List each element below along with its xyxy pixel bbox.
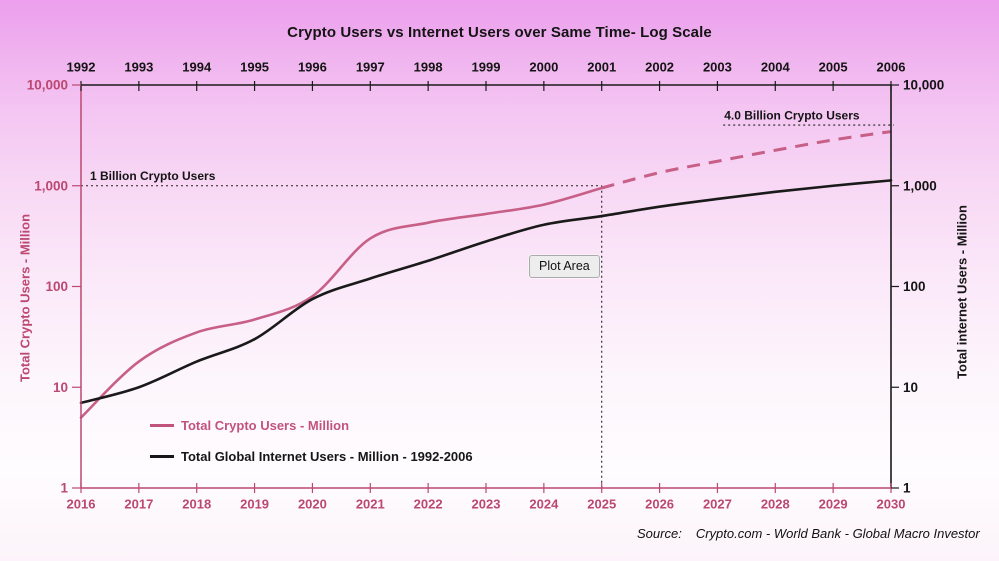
right-axis-tick-label: 10 (903, 380, 918, 395)
bottom-axis-year-label: 2017 (124, 496, 153, 511)
legend-swatch-crypto (150, 423, 174, 427)
top-axis-year-label: 2002 (645, 59, 674, 74)
right-axis-tick-label: 10,000 (903, 78, 944, 93)
right-axis-tick-label: 1 (903, 481, 911, 496)
source-note: Source: Crypto.com - World Bank - Global … (637, 526, 980, 541)
right-axis-title: Total internet Users - Million (954, 205, 970, 379)
top-axis-year-label: 2004 (761, 59, 791, 74)
series-line-crypto-projection (601, 130, 892, 190)
top-axis-year-label: 2006 (877, 59, 906, 74)
bottom-axis-year-label: 2019 (240, 496, 269, 511)
bottom-axis-year-label: 2024 (529, 496, 559, 511)
legend: Total Crypto Users - Million Total Globa… (150, 416, 473, 478)
legend-swatch-internet (150, 454, 174, 458)
right-axis-tick-label: 1,000 (903, 178, 937, 193)
bottom-axis-year-label: 2020 (298, 496, 327, 511)
series-line-internet (79, 179, 893, 405)
legend-item-internet: Total Global Internet Users - Million - … (150, 447, 473, 465)
right-axis-tick-label: 100 (903, 279, 926, 294)
series-line-crypto (79, 186, 604, 419)
bottom-axis-year-label: 2016 (67, 496, 96, 511)
top-axis-year-label: 1993 (124, 59, 153, 74)
bottom-axis-year-label: 2022 (414, 496, 443, 511)
bottom-axis-year-label: 2027 (703, 496, 732, 511)
top-axis-year-label: 1995 (240, 59, 269, 74)
reference-line-label-1: 4.0 Billion Crypto Users (724, 108, 860, 122)
bottom-axis-year-label: 2021 (356, 496, 385, 511)
left-axis-tick-label: 10,000 (27, 78, 68, 93)
bottom-axis-year-label: 2026 (645, 496, 674, 511)
source-text: Crypto.com - World Bank - Global Macro I… (695, 526, 980, 541)
source-label: Source: (637, 526, 682, 541)
top-axis-year-label: 2001 (587, 59, 616, 74)
bottom-axis-year-label: 2029 (819, 496, 848, 511)
top-axis-year-label: 1997 (356, 59, 385, 74)
left-axis-tick-label: 100 (45, 279, 68, 294)
top-axis-year-label: 1999 (472, 59, 501, 74)
bottom-axis-year-label: 2028 (761, 496, 790, 511)
top-axis-year-label: 1994 (182, 59, 212, 74)
reference-line-label-0: 1 Billion Crypto Users (90, 169, 216, 183)
plot-area-tooltip: Plot Area (529, 255, 600, 278)
top-axis-year-label: 2005 (819, 59, 848, 74)
left-axis-tick-label: 1 (60, 481, 68, 496)
top-axis-year-label: 1996 (298, 59, 327, 74)
legend-label-internet: Total Global Internet Users - Million - … (181, 448, 473, 464)
legend-label-crypto: Total Crypto Users - Million (181, 417, 350, 433)
top-axis-year-label: 2000 (529, 59, 558, 74)
top-axis-year-label: 2003 (703, 59, 732, 74)
legend-item-crypto: Total Crypto Users - Million (150, 416, 473, 434)
bottom-axis-year-label: 2018 (182, 496, 211, 511)
left-axis-tick-label: 10 (53, 380, 68, 395)
top-axis-year-label: 1992 (67, 59, 96, 74)
left-axis-title: Total Crypto Users - Million (17, 213, 33, 383)
bottom-axis-year-label: 2030 (877, 496, 906, 511)
top-axis-year-label: 1998 (414, 59, 443, 74)
bottom-axis-year-label: 2023 (472, 496, 501, 511)
chart-title: Crypto Users vs Internet Users over Same… (287, 24, 712, 41)
left-axis-tick-label: 1,000 (34, 178, 68, 193)
bottom-axis-year-label: 2025 (587, 496, 616, 511)
